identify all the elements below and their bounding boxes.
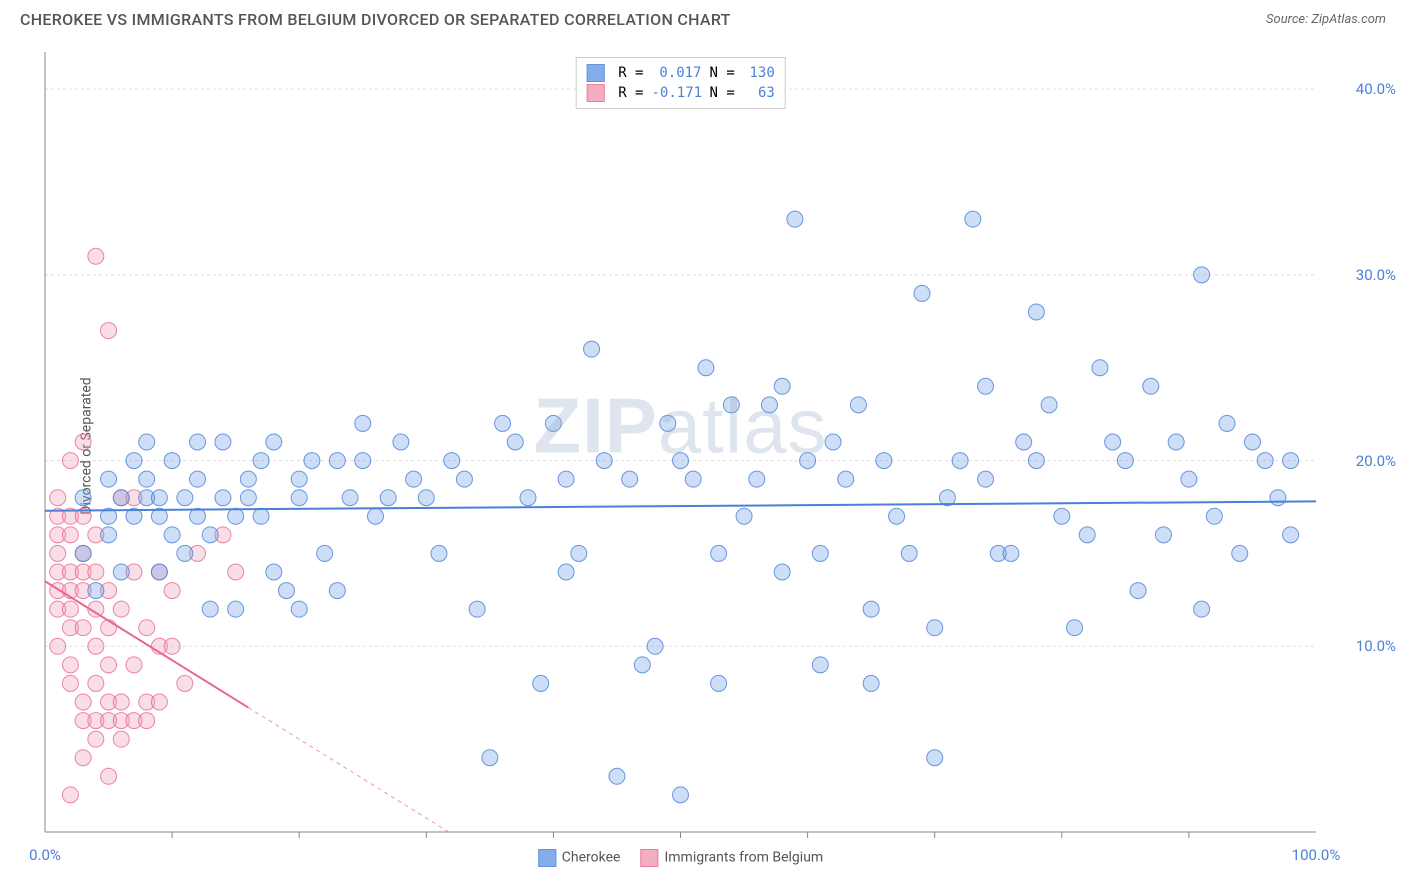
correlation-legend: R = 0.017 N = 130 R = -0.171 N = 63 [575, 57, 786, 109]
x-tick-label: 100.0% [1292, 846, 1341, 864]
y-tick-label: 20.0% [1356, 452, 1396, 470]
n-value-a: 130 [743, 65, 775, 81]
chart-title: CHEROKEE VS IMMIGRANTS FROM BELGIUM DIVO… [20, 10, 731, 29]
legend-row-b: R = -0.171 N = 63 [586, 83, 775, 103]
scatter-plot: ZIPatlas R = 0.017 N = 130 R = -0.171 N … [45, 52, 1316, 832]
swatch-b-icon [640, 849, 658, 867]
r-value-b: -0.171 [652, 85, 702, 101]
r-value-a: 0.017 [652, 65, 702, 81]
chart-svg [45, 52, 1316, 832]
legend-item-b: Immigrants from Belgium [640, 849, 823, 867]
x-tick-label: 0.0% [29, 846, 61, 864]
series-legend: Cherokee Immigrants from Belgium [538, 849, 823, 867]
swatch-a [586, 64, 604, 82]
source-attribution: Source: ZipAtlas.com [1266, 12, 1386, 27]
y-tick-label: 10.0% [1356, 637, 1396, 655]
swatch-a-icon [538, 849, 556, 867]
y-tick-label: 30.0% [1356, 266, 1396, 284]
swatch-b [586, 84, 604, 102]
legend-row-a: R = 0.017 N = 130 [586, 63, 775, 83]
y-tick-label: 40.0% [1356, 80, 1396, 98]
n-value-b: 63 [743, 85, 775, 101]
legend-item-a: Cherokee [538, 849, 621, 867]
